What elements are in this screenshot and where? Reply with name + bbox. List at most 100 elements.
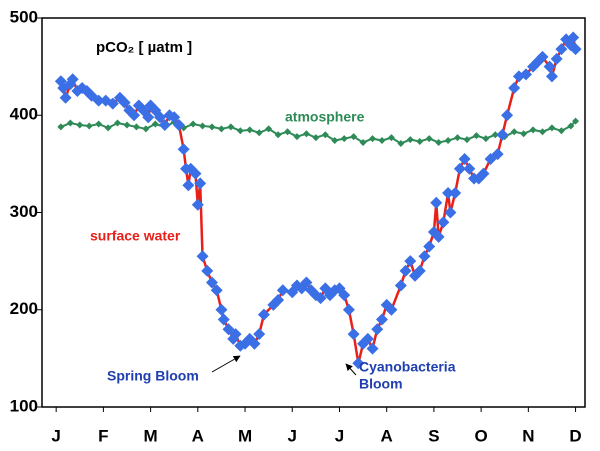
data-point: [366, 342, 379, 355]
x-tick-label: J: [288, 426, 297, 445]
data-point: [444, 137, 452, 145]
data-point: [463, 162, 476, 175]
data-point: [338, 289, 351, 302]
x-tick-label: D: [569, 426, 581, 445]
data-point: [191, 198, 204, 211]
data-point: [182, 179, 195, 192]
y-tick-label: 300: [10, 202, 38, 221]
x-tick-label: J: [335, 426, 344, 445]
data-point: [142, 125, 150, 133]
x-tick-label: M: [238, 426, 252, 445]
data-point: [510, 128, 518, 136]
data-point: [321, 131, 329, 139]
data-point: [227, 123, 235, 131]
data-point: [189, 120, 197, 128]
data-point: [272, 294, 285, 307]
data-point: [432, 230, 445, 243]
data-point: [255, 129, 263, 137]
data-point: [491, 131, 499, 139]
data-point: [172, 118, 185, 131]
data-point: [567, 31, 580, 44]
data-point: [444, 206, 457, 219]
data-point: [151, 120, 159, 128]
data-point: [123, 121, 131, 129]
series-label: atmosphere: [285, 109, 365, 125]
data-point: [210, 284, 223, 297]
data-point: [520, 130, 528, 138]
data-point: [66, 119, 74, 127]
data-point: [253, 328, 266, 341]
x-tick-label: A: [381, 426, 393, 445]
series-label: surface water: [90, 228, 181, 244]
data-point: [454, 134, 462, 142]
data-point: [399, 264, 412, 277]
marks: [54, 31, 582, 370]
chart-title: pCO₂ [ µatm ]: [96, 39, 192, 56]
x-tick-label: A: [192, 426, 204, 445]
data-point: [132, 123, 140, 131]
data-point: [154, 111, 167, 124]
data-point: [205, 276, 218, 289]
data-point: [555, 43, 568, 56]
data-point: [557, 127, 565, 135]
data-point: [387, 134, 395, 142]
annotation-arrow: [345, 363, 357, 376]
data-point: [293, 133, 301, 141]
data-point: [194, 177, 207, 190]
x-tick-label: N: [522, 426, 534, 445]
data-point: [435, 138, 443, 146]
data-point: [519, 68, 532, 81]
data-point: [442, 187, 455, 200]
annotation-arrow: [211, 355, 241, 373]
data-point: [482, 135, 490, 143]
data-point: [158, 118, 171, 131]
data-point: [114, 119, 122, 127]
data-point: [168, 111, 181, 124]
data-point: [369, 135, 377, 143]
data-point: [539, 128, 547, 136]
data-point: [276, 284, 289, 297]
data-point: [375, 313, 388, 326]
data-point: [418, 250, 431, 263]
data-point: [569, 43, 582, 56]
data-point: [477, 167, 490, 180]
data-point: [177, 143, 190, 156]
data-point: [312, 134, 320, 142]
x-tick-label: J: [51, 426, 60, 445]
data-point: [394, 279, 407, 292]
data-point: [302, 130, 310, 138]
data-point: [199, 122, 207, 130]
data-point: [458, 153, 471, 166]
data-point: [342, 303, 355, 316]
plot-frame: [41, 17, 586, 408]
y-tick-label: 100: [10, 396, 38, 415]
data-point: [536, 50, 549, 63]
data-point: [248, 337, 261, 350]
annotation: Cyanobacteria: [359, 359, 456, 375]
data-point: [550, 52, 563, 65]
x-tick-label: F: [98, 426, 108, 445]
data-point: [85, 122, 93, 130]
data-point: [350, 133, 358, 141]
data-point: [437, 216, 450, 229]
data-point: [463, 136, 471, 144]
y-tick-label: 500: [10, 7, 38, 26]
data-point: [572, 117, 580, 125]
data-point: [208, 123, 216, 131]
data-point: [201, 264, 214, 277]
y-tick-label: 200: [10, 299, 38, 318]
x-tick-label: S: [428, 426, 439, 445]
data-point: [128, 109, 141, 122]
data-point: [314, 292, 327, 305]
data-point: [265, 125, 273, 133]
data-point: [347, 328, 360, 341]
data-point: [529, 126, 537, 134]
y-tick-label: 400: [10, 105, 38, 124]
data-point: [406, 136, 414, 144]
data-point: [430, 196, 443, 209]
data-point: [118, 96, 131, 109]
data-point: [246, 126, 254, 134]
data-point: [423, 240, 436, 253]
data-point: [300, 276, 313, 289]
